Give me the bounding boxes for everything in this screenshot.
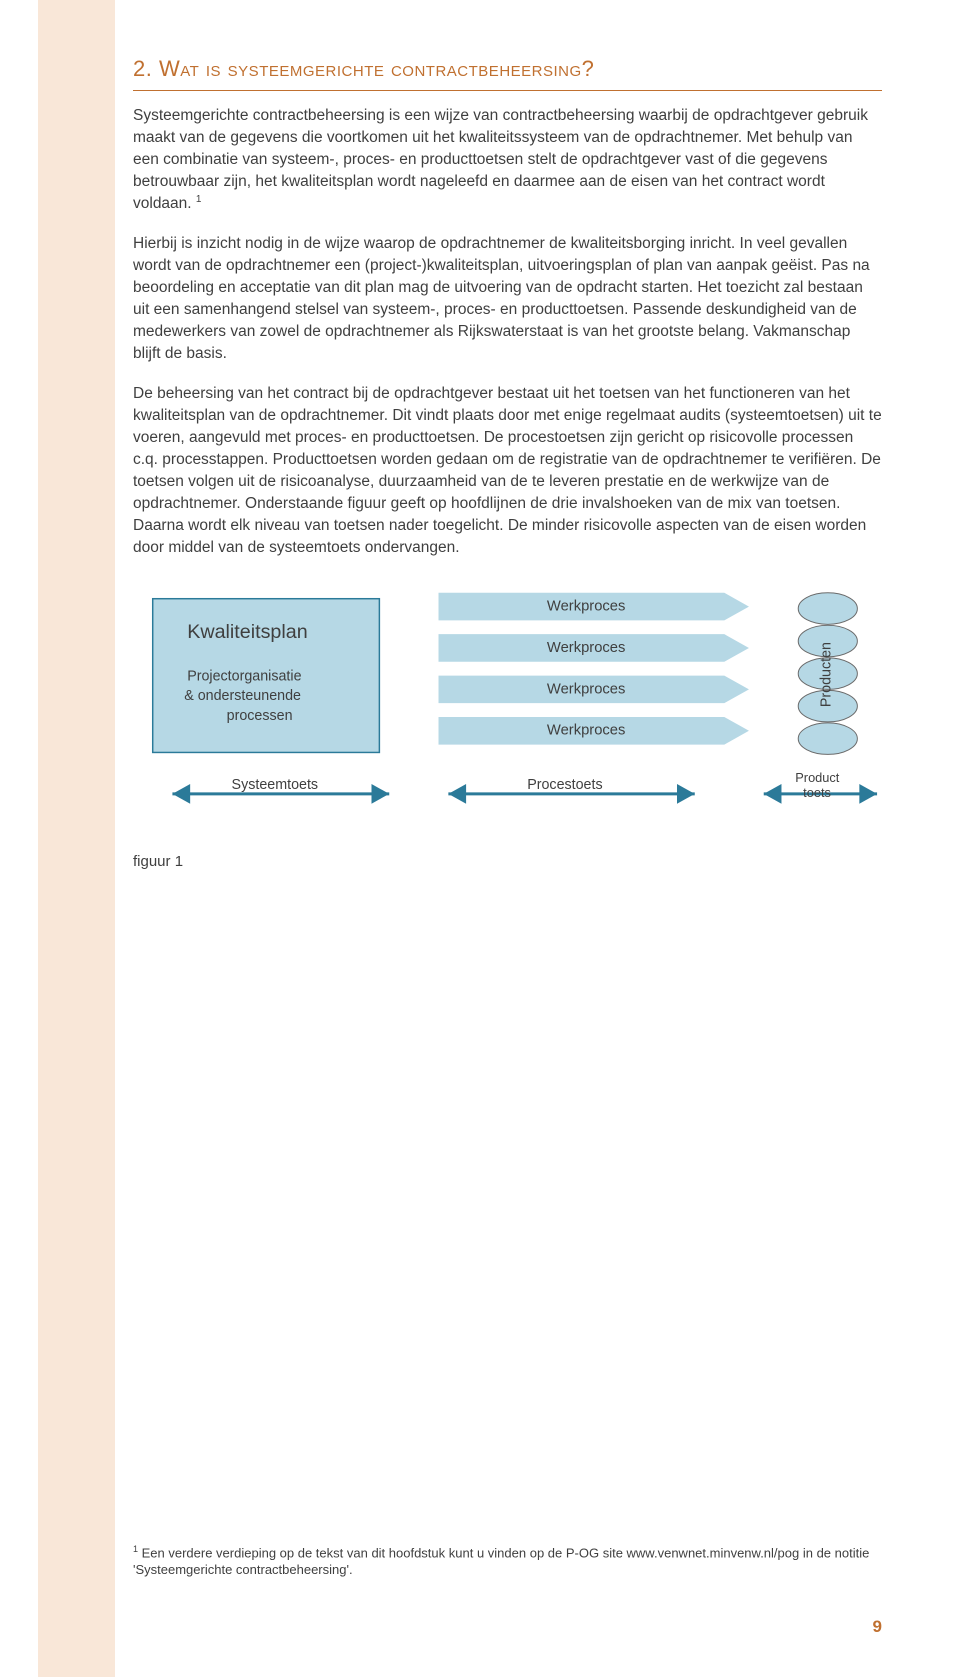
footnote-text: Een verdere verdieping op de tekst van d…: [133, 1545, 869, 1578]
paragraph-1-text: Systeemgerichte contractbeheersing is ee…: [133, 107, 868, 212]
box-sub1: Projectorganisatie: [187, 669, 301, 685]
producttoets-label-top: Product: [795, 770, 840, 785]
section-title: 2. Wat is systeemgerichte contractbeheer…: [133, 56, 882, 82]
paragraph-3: De beheersing van het contract bij de op…: [133, 383, 882, 559]
figure-svg: Kwaliteitsplan Projectorganisatie & onde…: [133, 585, 882, 845]
werkproces-arrow-4: Werkproces: [439, 717, 749, 745]
arrow-label-4: Werkproces: [547, 723, 626, 739]
werkproces-arrow-2: Werkproces: [439, 634, 749, 662]
figure-1: Kwaliteitsplan Projectorganisatie & onde…: [133, 585, 882, 845]
page-number: 9: [873, 1617, 882, 1637]
paragraph-1: Systeemgerichte contractbeheersing is ee…: [133, 105, 882, 215]
title-rule: [133, 90, 882, 91]
producttoets-label-bot: toets: [803, 785, 831, 800]
systeemtoets-group: Systeemtoets: [172, 777, 389, 804]
page: 2. Wat is systeemgerichte contractbeheer…: [0, 0, 960, 1677]
left-strip: [0, 0, 115, 1677]
werkproces-arrow-1: Werkproces: [439, 593, 749, 621]
content-column: 2. Wat is systeemgerichte contractbeheer…: [115, 0, 960, 1677]
left-color-band: [38, 0, 115, 1677]
producttoets-group: Product toets: [764, 770, 877, 804]
arrow-label-2: Werkproces: [547, 640, 626, 656]
arrow-label-3: Werkproces: [547, 681, 626, 697]
procestoets-group: Procestoets: [448, 777, 694, 804]
left-margin-gap: [0, 0, 38, 1677]
procestoets-label: Procestoets: [527, 777, 602, 793]
paragraph-2: Hierbij is inzicht nodig in de wijze waa…: [133, 233, 882, 365]
products-label: Producten: [819, 642, 835, 707]
arrow-label-1: Werkproces: [547, 599, 626, 615]
box-sub2: & ondersteunende: [184, 688, 301, 704]
figure-caption: figuur 1: [133, 853, 882, 870]
box-sub3: processen: [227, 708, 293, 724]
systeemtoets-label: Systeemtoets: [232, 777, 319, 793]
werkproces-arrow-3: Werkproces: [439, 676, 749, 704]
paragraph-1-footnote-ref: 1: [196, 194, 202, 205]
footnote: 1 Een verdere verdieping op de tekst van…: [133, 1543, 882, 1579]
box-title: Kwaliteitsplan: [187, 621, 307, 643]
products-column: Producten: [798, 593, 857, 755]
